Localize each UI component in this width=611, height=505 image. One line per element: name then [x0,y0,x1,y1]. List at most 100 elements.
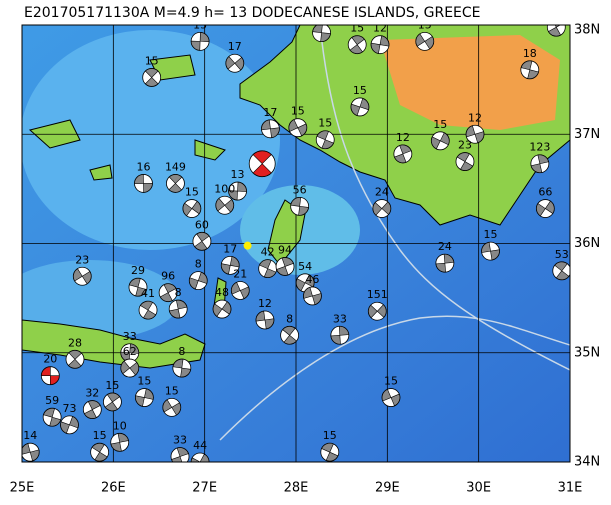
ball-quadrant [194,232,210,251]
depth-label: 15 [484,228,498,241]
ball-quadrant [381,388,401,407]
depth-label: 12 [396,131,410,144]
depth-label: 15 [145,54,159,67]
ball-quadrant [368,304,387,319]
focal-mechanism [190,31,210,51]
focal-mechanism [142,68,162,87]
depth-label: 14 [23,429,37,442]
focal-mechanism [280,325,300,345]
focal-mechanism [370,35,390,55]
ball-quadrant [60,416,79,434]
ball-quadrant [330,326,350,345]
depth-label: 17 [228,40,242,53]
depth-label: 33 [123,330,137,343]
focal-mechanism [347,35,367,55]
ball-quadrant [168,174,183,193]
focal-mechanism [182,199,202,218]
depth-label: 21 [233,267,247,280]
frame [21,24,571,463]
ball-quadrant [83,400,101,419]
depth-label: 15 [137,375,151,388]
focal-mechanism [110,432,130,452]
depth-label: 46 [305,273,319,286]
ball-quadrant [303,287,322,305]
depth-label: 23 [75,253,89,266]
depth-label: 44 [193,439,207,452]
focal-mechanism [228,181,247,201]
shelf [22,30,280,250]
axes: 25E 26E 27E 28E 29E 30E 31E 34N 35N 36N 37N 38N [10,23,601,496]
ball-quadrant [259,259,277,278]
ball-quadrant [144,68,159,87]
land-islands [28,54,226,181]
focal-mechanism [535,199,555,218]
ball-quadrant [530,154,549,173]
depth-label: 20 [43,353,57,366]
focal-mechanism [192,231,212,251]
depth-label: 18 [523,47,537,60]
ball-quadrant [215,198,234,213]
focal-mechanism [82,400,102,419]
focal-mechanism [288,118,308,138]
ball-quadrant [312,25,331,42]
ball-quadrant [465,125,485,144]
ball-quadrant [169,299,188,319]
ball-quadrant [134,174,153,193]
depth-label: 17 [263,106,277,119]
depth-label: 24 [375,186,389,199]
ball-quadrant [231,281,250,300]
depth-label: 13 [231,168,245,181]
depth-label: 10 [113,419,127,432]
depth-label: 15 [185,186,199,199]
focal-mechanism [546,25,566,37]
y-tick-label: 34N [574,455,600,470]
depth-label: 53 [555,248,569,261]
depth-label: 17 [223,242,237,255]
ball-quadrant [104,392,121,412]
focal-mechanism [455,152,475,171]
ball-quadrant [182,200,202,217]
depth-label: 149 [165,160,186,173]
ball-quadrant [276,257,294,276]
focal-mechanism [520,60,540,80]
focal-mechanism [128,277,148,297]
focal-mechanism [90,442,110,462]
depth-label: 59 [45,394,59,407]
depth-label: 15 [318,117,332,130]
highland [380,35,560,130]
depth-label: 15 [418,18,432,31]
focal-mechanism [230,281,250,300]
focal-mechanism [72,266,92,286]
focal-mechanism [255,310,275,330]
ball-quadrant [394,144,412,164]
ball-quadrant [228,181,247,201]
ball-quadrant [255,310,275,330]
ball-quadrant [372,201,392,216]
focal-mechanism [220,255,240,275]
ball-quadrant [120,360,139,376]
depth-label: 33 [173,434,187,447]
boundary [319,25,570,371]
x-tick-label: 26E [101,481,126,496]
ball-quadrant [288,119,307,137]
focal-mechanism [120,358,140,378]
ball-quadrant [481,242,500,261]
ball-quadrant [431,132,450,150]
focal-mechanism [40,366,60,386]
ball-quadrant [129,278,147,297]
ball-quadrant [520,60,539,79]
focal-mechanism [303,286,322,306]
ball-quadrant [135,388,154,407]
ball-quadrant [171,447,189,462]
depth-label: 60 [195,218,209,231]
depth-label: 15 [165,384,179,397]
focal-mechanism [166,174,185,193]
focal-mechanism [42,407,62,427]
focal-mechanism [215,195,235,215]
focal-mechanism [212,299,232,319]
focal-mechanism [168,299,188,319]
focal-mechanism [430,131,450,151]
depth-label: 151 [367,288,388,301]
